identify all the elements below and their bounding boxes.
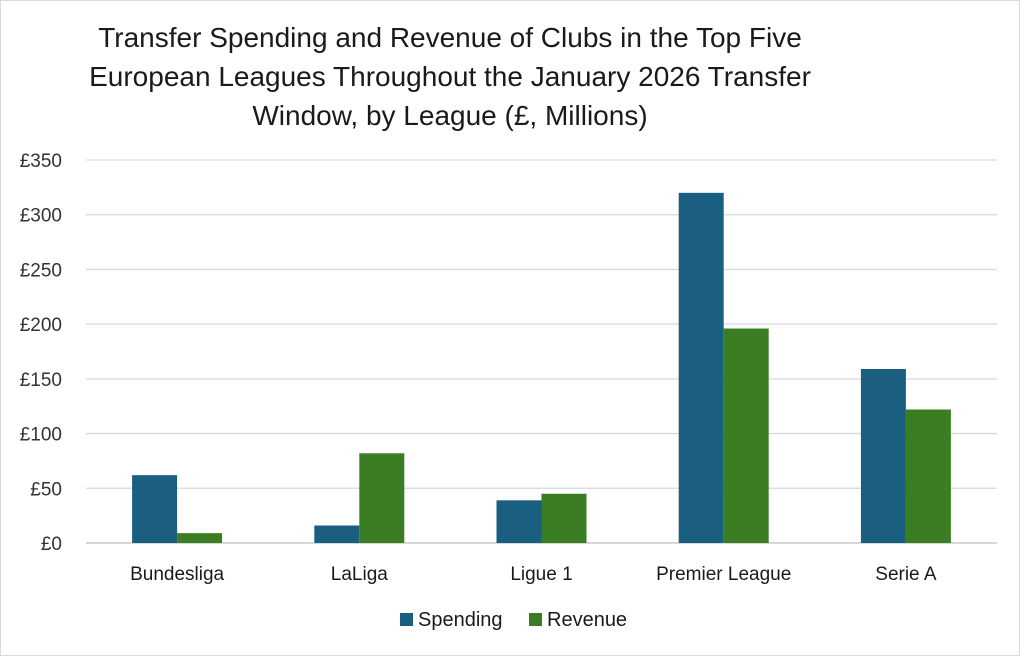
bar-spending-ligue-1 (496, 500, 542, 543)
x-category-label: Ligue 1 (510, 564, 572, 585)
legend-swatch-revenue (529, 613, 542, 626)
legend-swatch-spending (400, 613, 413, 626)
bar-spending-laliga (314, 525, 360, 543)
bar-spending-bundesliga (132, 475, 178, 543)
bar-revenue-bundesliga (177, 533, 223, 543)
y-tick-label: £150 (20, 370, 62, 391)
x-category-label: Bundesliga (130, 564, 224, 585)
bar-revenue-serie-a (905, 409, 951, 543)
x-category-label: Serie A (875, 564, 937, 585)
y-tick-label: £0 (41, 534, 62, 555)
gridlines (86, 159, 997, 544)
legend: Spending Revenue (400, 609, 627, 631)
y-tick-label: £350 (20, 151, 62, 172)
chart-title-line-1: Transfer Spending and Revenue of Clubs i… (98, 22, 802, 53)
legend-label-revenue: Revenue (547, 609, 627, 631)
chart-title: Transfer Spending and Revenue of Clubs i… (75, 18, 825, 135)
bar-revenue-ligue-1 (541, 493, 587, 543)
x-category-label: Premier League (656, 564, 791, 585)
x-axis-category-labels: Bundesliga LaLiga Ligue 1 Premier League Ser… (130, 564, 937, 585)
y-axis-tick-labels: £0 £50 £100 £150 £200 £250 £300 £350 (20, 151, 62, 555)
y-tick-label: £50 (30, 479, 62, 500)
y-tick-label: £200 (20, 315, 62, 336)
y-tick-label: £300 (20, 206, 62, 227)
chart-title-line-3: Window, by League (£, Millions) (252, 100, 648, 131)
y-tick-label: £250 (20, 260, 62, 281)
bar-revenue-premier-league (723, 328, 769, 543)
bar-spending-serie-a (860, 369, 906, 543)
x-category-label: LaLiga (331, 564, 388, 585)
bar-spending-premier-league (678, 192, 724, 544)
bar-revenue-laliga (359, 453, 405, 543)
bars (132, 192, 951, 544)
chart-title-line-2: European Leagues Throughout the January … (89, 61, 811, 92)
legend-label-spending: Spending (418, 609, 503, 631)
y-tick-label: £100 (20, 425, 62, 446)
